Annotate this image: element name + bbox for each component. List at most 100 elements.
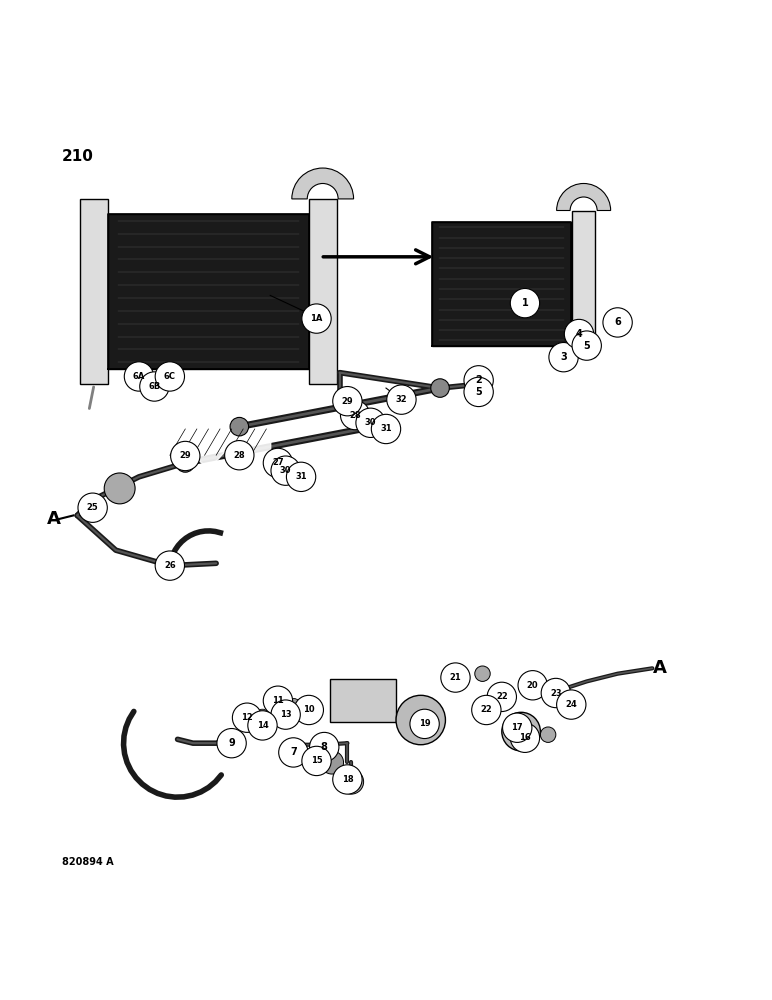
Circle shape [176, 454, 195, 472]
Circle shape [510, 288, 540, 318]
Circle shape [171, 441, 200, 471]
Circle shape [510, 723, 540, 752]
Text: 6A: 6A [133, 372, 145, 381]
Text: 210: 210 [62, 149, 93, 164]
Circle shape [410, 709, 439, 739]
Text: 28: 28 [233, 451, 245, 460]
Text: 2: 2 [476, 375, 482, 385]
Circle shape [445, 668, 466, 688]
Circle shape [603, 308, 632, 337]
Text: 1A: 1A [310, 314, 323, 323]
Circle shape [340, 400, 370, 430]
Circle shape [124, 362, 154, 391]
Circle shape [271, 700, 300, 729]
Circle shape [464, 366, 493, 395]
Circle shape [217, 729, 246, 758]
Circle shape [256, 709, 269, 723]
Circle shape [248, 711, 277, 740]
Text: A: A [47, 510, 61, 528]
Text: 28: 28 [349, 411, 361, 420]
Wedge shape [557, 183, 611, 211]
Text: 4: 4 [576, 329, 582, 339]
Circle shape [472, 695, 501, 725]
Circle shape [78, 493, 107, 522]
Circle shape [487, 682, 516, 712]
Polygon shape [80, 199, 108, 384]
Text: 10: 10 [303, 705, 315, 714]
Text: 31: 31 [295, 472, 307, 481]
Circle shape [232, 703, 262, 732]
Circle shape [508, 716, 527, 735]
Circle shape [540, 727, 556, 742]
Circle shape [320, 751, 344, 774]
Text: 3: 3 [560, 352, 567, 362]
Circle shape [272, 692, 284, 705]
Circle shape [371, 414, 401, 444]
Circle shape [104, 473, 135, 504]
Circle shape [356, 408, 385, 437]
Wedge shape [292, 168, 354, 199]
Circle shape [441, 663, 470, 692]
Text: 20: 20 [527, 681, 539, 690]
Circle shape [155, 362, 185, 391]
Text: 19: 19 [418, 719, 431, 728]
Circle shape [263, 448, 293, 478]
Text: 5: 5 [476, 387, 482, 397]
Circle shape [303, 704, 315, 716]
Text: 27: 27 [272, 458, 284, 467]
Polygon shape [432, 222, 571, 346]
Circle shape [572, 331, 601, 360]
Circle shape [225, 441, 254, 470]
Text: 22: 22 [480, 705, 493, 714]
Text: 11: 11 [272, 696, 284, 705]
Text: 14: 14 [256, 721, 269, 730]
Circle shape [564, 319, 594, 349]
Text: A: A [653, 659, 667, 677]
Text: 6: 6 [615, 317, 621, 327]
Text: 5: 5 [584, 341, 590, 351]
Circle shape [377, 415, 395, 434]
Circle shape [520, 674, 538, 692]
Circle shape [286, 462, 316, 492]
Circle shape [263, 686, 293, 715]
Text: 31: 31 [380, 424, 392, 433]
Polygon shape [108, 214, 309, 369]
Text: 26: 26 [164, 561, 176, 570]
Circle shape [547, 684, 561, 698]
Circle shape [140, 372, 169, 401]
Text: 8: 8 [321, 742, 327, 752]
Polygon shape [309, 199, 337, 384]
Circle shape [561, 695, 577, 710]
Circle shape [333, 765, 362, 794]
Circle shape [280, 709, 291, 720]
Circle shape [286, 698, 301, 714]
Circle shape [431, 379, 449, 397]
Circle shape [339, 769, 364, 794]
Circle shape [557, 690, 586, 719]
Text: 6C: 6C [164, 372, 176, 381]
Text: 6B: 6B [148, 382, 161, 391]
Text: 17: 17 [511, 723, 523, 732]
Circle shape [302, 304, 331, 333]
Text: 13: 13 [279, 710, 292, 719]
Circle shape [271, 456, 300, 485]
Text: 25: 25 [86, 503, 99, 512]
Bar [330, 679, 395, 722]
Text: 29: 29 [179, 451, 191, 460]
Circle shape [518, 671, 547, 700]
Text: 23: 23 [550, 688, 562, 698]
Circle shape [396, 695, 445, 745]
Circle shape [155, 551, 185, 580]
Text: 7: 7 [290, 747, 296, 757]
Text: 18: 18 [341, 775, 354, 784]
Circle shape [464, 377, 493, 407]
Text: 30: 30 [365, 418, 376, 427]
Circle shape [310, 732, 339, 762]
Circle shape [541, 678, 571, 708]
Circle shape [387, 385, 416, 414]
Circle shape [503, 713, 532, 742]
Circle shape [294, 695, 323, 725]
Text: 30: 30 [280, 466, 291, 475]
Text: 15: 15 [310, 756, 323, 765]
Text: 16: 16 [519, 733, 531, 742]
